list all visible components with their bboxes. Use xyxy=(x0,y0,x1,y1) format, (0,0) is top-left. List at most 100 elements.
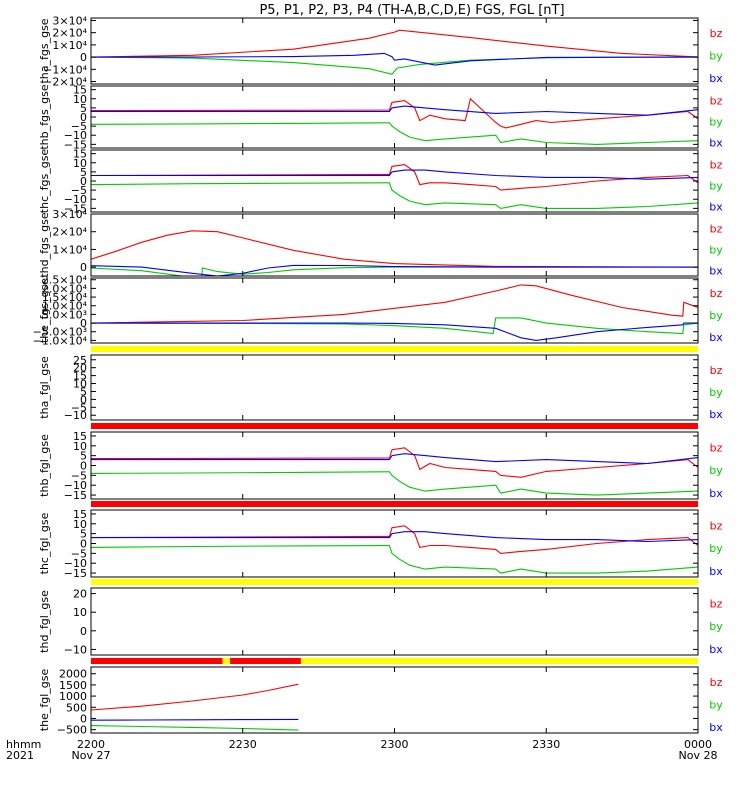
y-tick-label: 10 xyxy=(73,378,87,391)
x-tick-label: 0000 xyxy=(684,738,712,751)
y-tick-label: 15 xyxy=(73,508,87,521)
year-label: 2021 xyxy=(6,749,34,762)
series-line-bx xyxy=(91,718,299,721)
flag-segment-0 xyxy=(91,346,698,352)
series-line-bz xyxy=(91,284,698,324)
legend-bx: bx xyxy=(709,721,723,734)
panel-frame xyxy=(90,587,699,656)
y-tick-label: 1.0×10⁴ xyxy=(42,300,88,313)
flag-segment-2 xyxy=(230,658,301,664)
y-tick-label: 10 xyxy=(73,440,87,453)
legend-by: by xyxy=(709,620,723,633)
y-axis-label: the_fgs_gse xyxy=(38,278,51,343)
y-axis-label: thb_fgs_gse xyxy=(38,84,51,150)
chart-title: P5, P1, P2, P3, P4 (TH-A,B,C,D,E) FGS, F… xyxy=(259,3,564,18)
y-tick-label: −10 xyxy=(64,557,87,570)
series-line-bz xyxy=(91,164,698,191)
y-tick-label: 10 xyxy=(73,157,87,170)
y-tick-label: −5 xyxy=(71,184,87,197)
y-axis-label: tha_fgl_gse xyxy=(38,356,51,419)
y-tick-label: 2.0×10⁴ xyxy=(42,282,88,295)
series-line-bx xyxy=(91,531,698,543)
y-tick-label: 0 xyxy=(80,261,87,274)
time-format-label: hhmm xyxy=(6,738,41,751)
series-group xyxy=(91,29,698,75)
y-tick-label: 20 xyxy=(73,362,87,375)
y-tick-label: 0 xyxy=(80,317,87,330)
legend-bx: bx xyxy=(709,201,723,214)
y-tick-label: −5 xyxy=(71,401,87,414)
series-line-bz xyxy=(91,447,698,478)
y-tick-label: 1000 xyxy=(59,690,87,703)
y-tick-label: −10 xyxy=(64,129,87,142)
legend-bz: bz xyxy=(710,27,723,40)
y-tick-label: 15 xyxy=(73,148,87,161)
panel-frame xyxy=(90,431,699,500)
y-tick-label: −5.0×10³ xyxy=(33,326,87,339)
legend-bz: bz xyxy=(710,94,723,107)
y-axis-label: thd_fgs_gse xyxy=(38,212,51,278)
y-tick-label: 0 xyxy=(80,625,87,638)
series-line-bz xyxy=(91,29,698,58)
series-line-by xyxy=(91,471,698,496)
legend-by: by xyxy=(709,699,723,712)
y-tick-label: 20 xyxy=(73,588,87,601)
legend-bz: bz xyxy=(710,287,723,300)
legend-by: by xyxy=(709,309,723,322)
series-line-bx xyxy=(91,52,698,66)
y-axis-label: tha_fgs_gse xyxy=(38,18,51,83)
y-tick-label: 10 xyxy=(73,518,87,531)
legend-bz: bz xyxy=(710,441,723,454)
series-group xyxy=(91,683,299,731)
y-tick-label: 0 xyxy=(80,175,87,188)
y-tick-label: 0 xyxy=(80,393,87,406)
y-tick-label: 15 xyxy=(73,370,87,383)
legend-bx: bx xyxy=(709,72,723,85)
y-tick-label: −10 xyxy=(64,193,87,206)
panel-frame xyxy=(90,149,699,213)
legend-by: by xyxy=(709,386,723,399)
y-axis-label: the_fgl_gse xyxy=(38,669,51,732)
legend-bz: bz xyxy=(710,222,723,235)
y-tick-label: −15 xyxy=(64,202,87,215)
y-tick-label: 25 xyxy=(73,354,87,367)
y-tick-label: 5 xyxy=(80,385,87,398)
flag-segment-3 xyxy=(300,658,698,664)
legend-by: by xyxy=(709,115,723,128)
y-tick-label: 2×10⁴ xyxy=(52,226,87,239)
y-tick-label: −15 xyxy=(64,567,87,580)
panel-frame xyxy=(90,354,699,421)
y-tick-label: 5 xyxy=(80,102,87,115)
series-group xyxy=(91,164,698,209)
series-group xyxy=(91,284,698,341)
legend-bz: bz xyxy=(710,158,723,171)
panel-frame xyxy=(90,85,699,149)
legend-bx: bx xyxy=(709,487,723,500)
legend-bx: bx xyxy=(709,137,723,150)
y-axis-label: thd_fgl_gse xyxy=(38,590,51,653)
y-tick-label: 1×10⁴ xyxy=(52,39,87,52)
flag-segment-1 xyxy=(222,658,231,664)
y-tick-label: −1×10⁴ xyxy=(43,63,87,76)
legend-bx: bx xyxy=(709,265,723,278)
y-axis-label: thc_fgs_gse xyxy=(38,149,51,214)
series-group xyxy=(91,447,698,496)
y-tick-label: −10 xyxy=(64,409,87,422)
y-tick-label: −2×10⁴ xyxy=(43,76,87,89)
y-tick-label: 5 xyxy=(80,528,87,541)
series-line-bz xyxy=(91,230,698,268)
series-line-by xyxy=(91,317,698,335)
legend-bz: bz xyxy=(710,597,723,610)
y-tick-label: −15 xyxy=(64,138,87,151)
series-line-bz xyxy=(91,525,698,554)
x-tick-label: 2330 xyxy=(532,738,560,751)
panel-frame xyxy=(90,666,699,734)
y-axis-label: thc_fgl_gse xyxy=(38,512,51,574)
series-line-bx xyxy=(91,453,698,465)
panel-frame xyxy=(90,509,699,578)
series-group xyxy=(91,97,698,145)
